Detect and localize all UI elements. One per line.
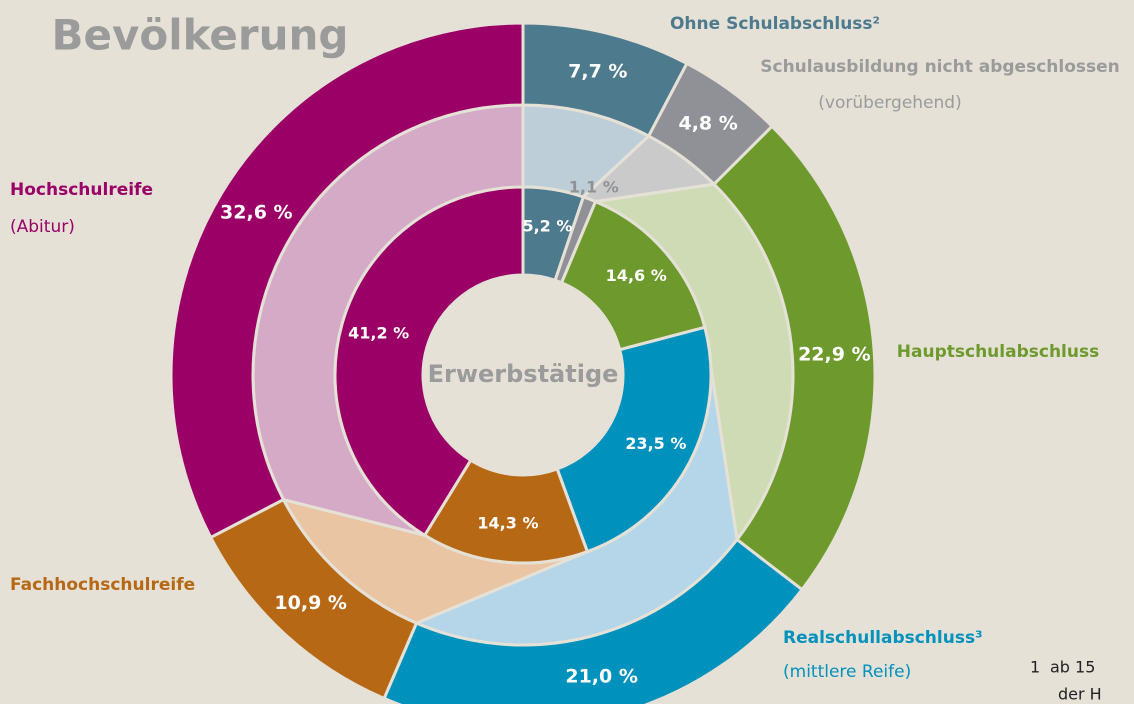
value-label: 1,1 %: [569, 177, 619, 196]
footnote-text: ab 15: [1050, 658, 1095, 677]
category-label: Hochschulreife: [10, 180, 153, 200]
value-label: 4,8 %: [678, 112, 737, 134]
value-label: 10,9 %: [274, 592, 347, 614]
category-note: (vorübergehend): [818, 93, 961, 113]
category-note: (Abitur): [10, 217, 75, 237]
donut-segment: [169, 21, 525, 540]
value-label: 14,6 %: [606, 266, 667, 285]
donut-segment: [333, 185, 525, 538]
value-label: 41,2 %: [348, 324, 409, 343]
category-label: Schulausbildung nicht abgeschlossen: [760, 57, 1120, 77]
value-label: 23,5 %: [625, 434, 686, 453]
category-label: Fachhochschulreife: [10, 575, 195, 595]
outer-ring-title: Bevölkerung: [52, 11, 349, 60]
category-label: Realschullabschluss³: [783, 628, 983, 648]
footnote-text: der H: [1058, 685, 1102, 704]
category-note: (mittlere Reife): [783, 662, 911, 682]
value-label: 7,7 %: [568, 61, 627, 83]
category-label: Ohne Schulabschluss²: [670, 14, 880, 34]
value-label: 32,6 %: [220, 202, 293, 224]
value-label: 14,3 %: [477, 514, 538, 533]
value-label: 5,2 %: [522, 217, 572, 236]
value-label: 22,9 %: [798, 343, 871, 365]
category-label: Hauptschulabschluss: [897, 342, 1099, 362]
value-label: 21,0 %: [565, 665, 638, 687]
donut-segment: [555, 325, 713, 554]
footnote-number: 1: [1030, 658, 1040, 677]
inner-ring-title: Erwerbstätige: [428, 360, 619, 388]
